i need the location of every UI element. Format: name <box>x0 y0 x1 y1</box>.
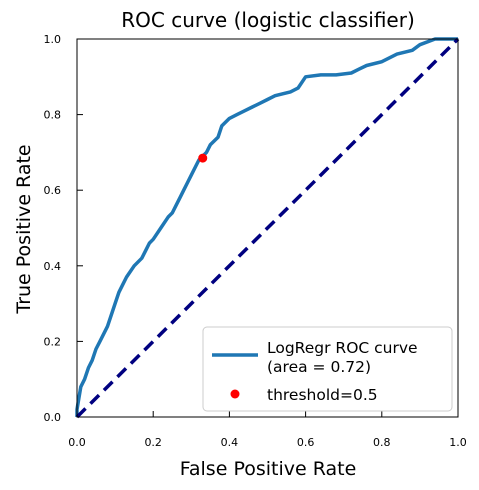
legend-curve-label-line2: (area = 0.72) <box>267 358 371 376</box>
legend-curve-label: LogRegr ROC curve (area = 0.72) <box>267 339 423 376</box>
y-tick-label: 1.0 <box>44 33 62 46</box>
legend-point-swatch <box>230 389 240 399</box>
legend-frame <box>202 326 453 412</box>
x-tick-label: 0.4 <box>221 436 239 449</box>
y-tick-label: 0.4 <box>44 260 62 273</box>
legend: LogRegr ROC curve (area = 0.72) threshol… <box>202 326 453 412</box>
x-tick-label: 1.0 <box>449 436 467 449</box>
x-tick-label: 0.8 <box>373 436 391 449</box>
chart-title: ROC curve (logistic classifier) <box>121 8 415 32</box>
plot-frame <box>76 38 459 418</box>
x-tick-label: 0.6 <box>297 436 315 449</box>
x-tick-label: 0.0 <box>68 436 86 449</box>
legend-curve-label-line1: LogRegr ROC curve <box>267 339 418 357</box>
x-tick-label: 0.2 <box>144 436 162 449</box>
plot-area <box>75 37 460 419</box>
legend-point-label: threshold=0.5 <box>267 386 378 404</box>
y-tick-label: 0.8 <box>44 109 62 122</box>
y-axis-title: True Positive Rate <box>13 144 35 314</box>
axes: 0.0 0.2 0.4 0.6 0.8 1.0 0.0 0.2 0.4 0.6 0.8 1.0 <box>44 33 467 449</box>
threshold-point <box>198 153 208 163</box>
y-tick-label: 0.0 <box>44 411 62 424</box>
chance-diagonal-line <box>75 37 460 419</box>
y-tick-label: 0.2 <box>44 335 62 348</box>
x-axis-title: False Positive Rate <box>180 458 357 480</box>
y-tick-label: 0.6 <box>44 184 62 197</box>
